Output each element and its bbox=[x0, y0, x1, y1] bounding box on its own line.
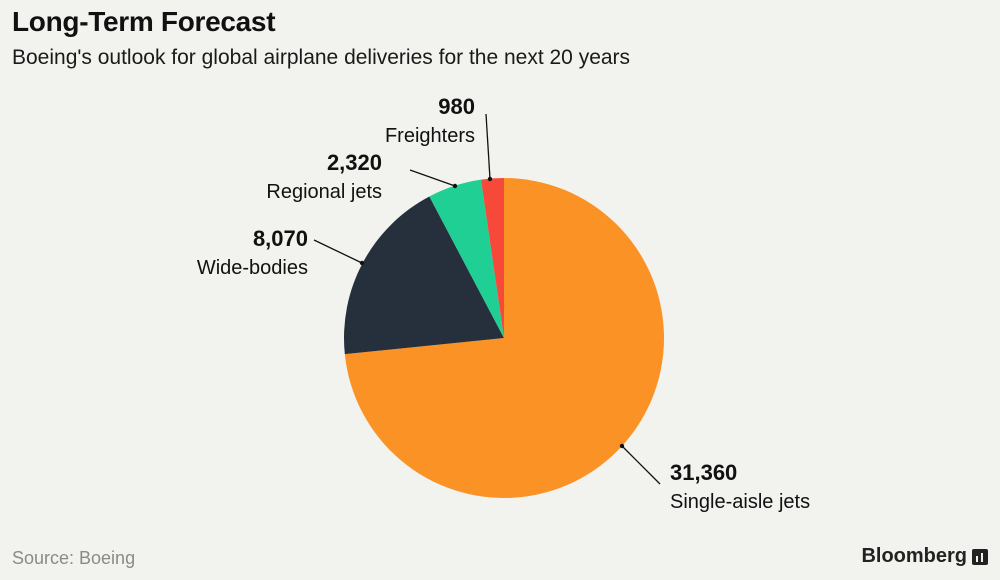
leader-line-freighters bbox=[485, 113, 491, 180]
bloomberg-terminal-icon bbox=[972, 548, 988, 565]
pie-slice-wide-bodies bbox=[344, 196, 504, 355]
leader-dot-regional-jets bbox=[452, 183, 458, 189]
data-label-value-single-aisle-jets: 31,360 bbox=[670, 460, 737, 485]
pie-slice-freighters bbox=[481, 178, 504, 338]
leader-dot-freighters bbox=[487, 176, 493, 182]
leader-dot-single-aisle-jets bbox=[619, 443, 625, 449]
chart-subtitle: Boeing's outlook for global airplane del… bbox=[12, 46, 631, 69]
leader-line-regional-jets bbox=[409, 169, 456, 187]
data-label-name-freighters: Freighters bbox=[385, 125, 475, 147]
brand-name: Bloomberg bbox=[861, 545, 967, 567]
data-label-value-wide-bodies: 8,070 bbox=[253, 226, 308, 251]
pie-slice-regional-jets bbox=[429, 179, 504, 338]
data-label-value-freighters: 980 bbox=[438, 94, 475, 119]
leader-line-wide-bodies bbox=[313, 239, 363, 264]
data-label-name-single-aisle-jets: Single-aisle jets bbox=[670, 491, 810, 513]
brand-logo: Bloomberg bbox=[861, 545, 988, 568]
leader-line-single-aisle-jets bbox=[621, 445, 661, 485]
source-note: Source: Boeing bbox=[12, 548, 136, 568]
data-label-value-regional-jets: 2,320 bbox=[327, 150, 382, 175]
data-label-name-wide-bodies: Wide-bodies bbox=[197, 257, 308, 279]
pie-slice-single-aisle-jets bbox=[344, 178, 664, 498]
data-label-name-regional-jets: Regional jets bbox=[266, 181, 382, 203]
chart-title: Long-Term Forecast bbox=[12, 6, 276, 37]
leader-dot-wide-bodies bbox=[359, 260, 365, 266]
